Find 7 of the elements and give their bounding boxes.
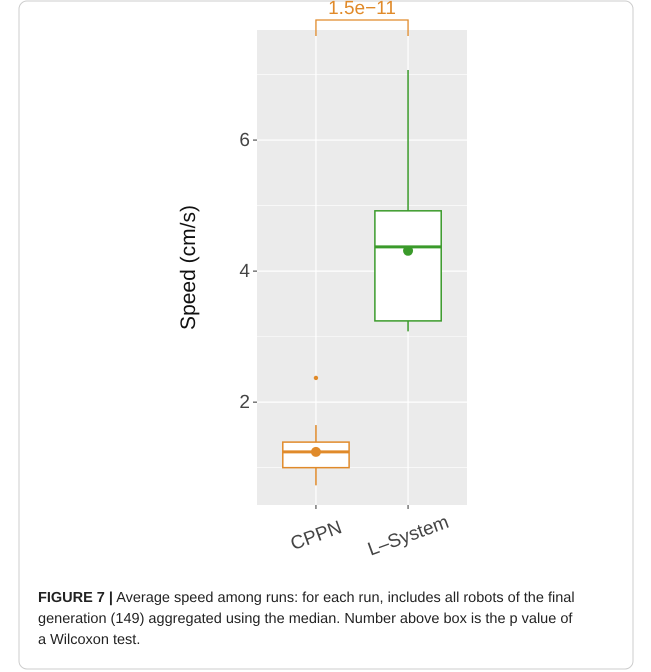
x-tick-label: CPPN (288, 517, 345, 555)
y-tick-label: 6 (239, 130, 250, 152)
y-axis-title: Speed (cm/s) (177, 205, 200, 330)
y-tick-label: 4 (239, 261, 250, 282)
y-tick-label: 2 (239, 392, 250, 414)
caption: FIGURE 7 | Average speed among runs: for each run, includes all robots of the final generation (149) aggregated using the median. Number above box is the p value of a Wilcoxon test. (38, 590, 575, 648)
text: 1.5e−11 (328, 0, 396, 19)
